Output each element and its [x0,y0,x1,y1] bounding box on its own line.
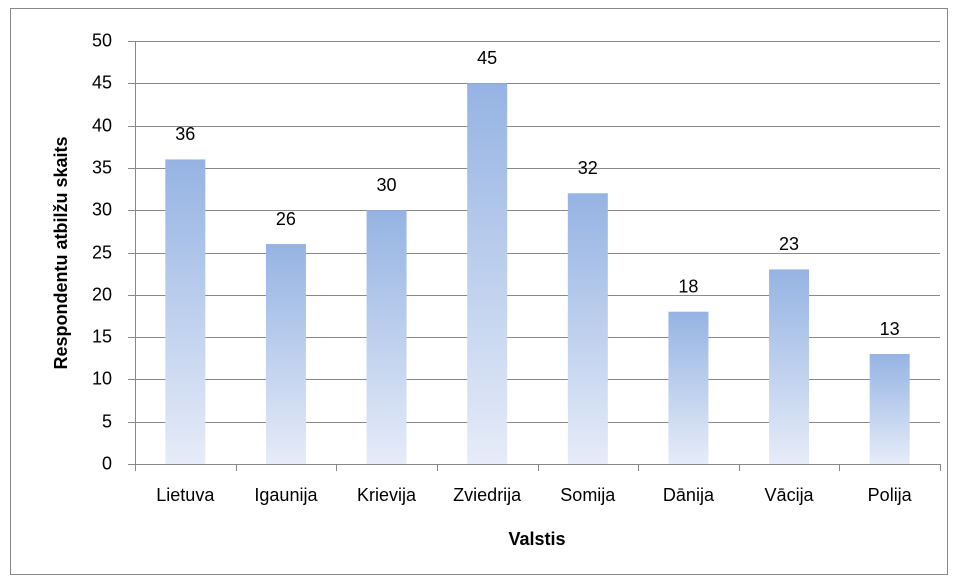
x-tick-label: Zviedrija [453,485,522,505]
data-label: 13 [880,319,900,339]
y-tick-label: 15 [92,326,112,346]
data-label: 18 [678,276,698,296]
x-tick-label: Dānija [663,485,715,505]
y-tick-label: 5 [102,411,112,431]
bar [467,83,508,465]
y-tick-label: 50 [92,30,112,50]
bar [668,311,709,464]
bar [165,159,206,464]
x-tick-label: Lietuva [156,485,215,505]
x-tick-label: Somija [560,485,616,505]
x-tick-label: Krievija [357,485,417,505]
data-label: 30 [377,175,397,195]
y-tick-label: 30 [92,199,112,219]
y-tick-label: 10 [92,368,112,388]
bar [265,244,306,464]
y-tick-label: 40 [92,115,112,135]
data-label: 32 [578,158,598,178]
y-tick-label: 35 [92,157,112,177]
x-axis-label: Valstis [508,529,565,549]
bar [366,210,407,464]
y-tick-label: 45 [92,72,112,92]
data-label: 26 [276,209,296,229]
bar [769,269,810,464]
data-label: 36 [175,124,195,144]
bar [869,354,910,464]
bar [567,193,608,464]
y-axis-label: Respondentu atbilžu skaits [51,136,71,369]
y-tick-label: 20 [92,284,112,304]
y-tick-label: 25 [92,242,112,262]
data-label: 45 [477,48,497,68]
x-tick-label: Polija [868,485,913,505]
x-tick-label: Igaunija [254,485,318,505]
y-tick-label: 0 [102,453,112,473]
x-tick-label: Vācija [765,485,815,505]
data-label: 23 [779,234,799,254]
